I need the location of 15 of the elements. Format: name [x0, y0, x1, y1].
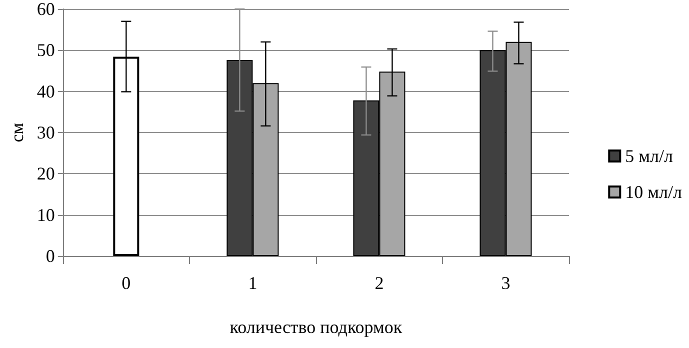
- y-tick-label: 20: [36, 164, 55, 184]
- x-tick-label: 0: [122, 273, 131, 293]
- y-tick-label: 0: [46, 246, 55, 266]
- y-tick-label: 40: [36, 81, 55, 102]
- x-tick-label: 3: [501, 273, 510, 293]
- y-tick-label: 30: [36, 122, 55, 142]
- x-axis-title: количество подкормок: [230, 317, 402, 337]
- y-tick-label: 10: [36, 204, 55, 225]
- y-tick-label: 60: [36, 0, 55, 19]
- legend-label: 10 мл/л: [625, 182, 682, 202]
- x-tick-label: 2: [374, 273, 384, 293]
- legend-label: 5 мл/л: [625, 146, 674, 166]
- x-tick-label: 1: [248, 273, 258, 293]
- y-axis-title: см: [7, 122, 27, 142]
- y-tick-label: 50: [36, 40, 55, 60]
